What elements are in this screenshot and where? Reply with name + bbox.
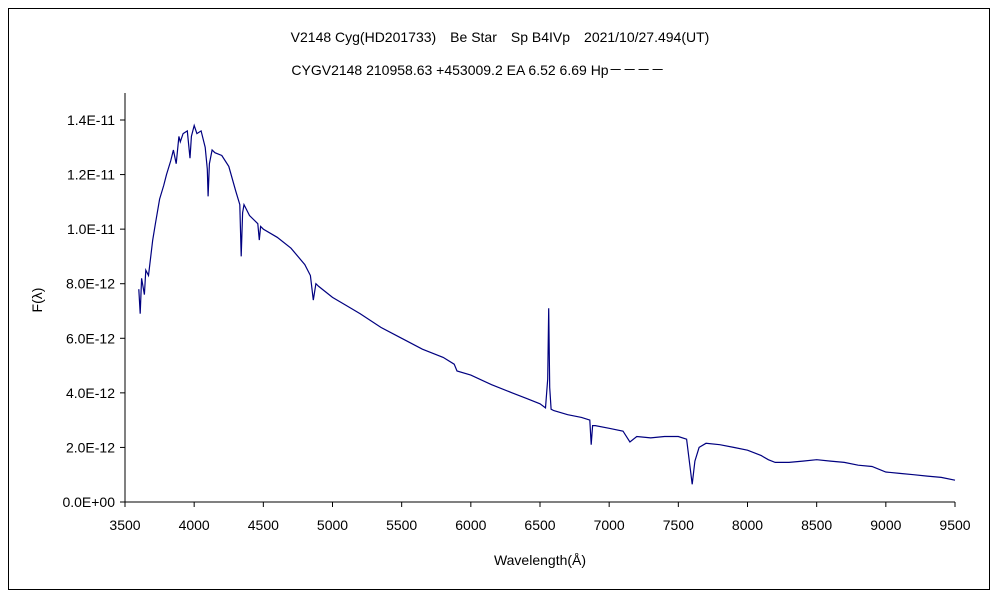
x-tick-label: 3500 [109, 517, 140, 533]
y-tick-label: 6.0E-12 [66, 330, 115, 346]
chart-subtitle: CYGV2148 210958.63 +453009.2 EA 6.52 6.6… [291, 62, 664, 78]
chart-title: V2148 Cyg(HD201733) Be Star Sp B4IVp 202… [291, 29, 710, 45]
y-tick-label: 2.0E-12 [66, 439, 115, 455]
x-tick-label: 4000 [179, 517, 210, 533]
x-tick-label: 8000 [732, 517, 763, 533]
y-tick-label: 4.0E-12 [66, 385, 115, 401]
y-tick-label: 8.0E-12 [66, 276, 115, 292]
y-tick-label: 1.2E-11 [67, 167, 115, 183]
chart-frame [8, 8, 990, 590]
y-axis-label: F(λ) [29, 288, 45, 313]
x-tick-label: 6000 [455, 517, 486, 533]
x-tick-label: 5500 [386, 517, 417, 533]
x-tick-label: 6500 [524, 517, 555, 533]
y-tick-label: 1.4E-11 [67, 112, 115, 128]
x-axis-label: Wavelength(Å) [494, 552, 586, 568]
y-tick-label: 1.0E-11 [67, 221, 115, 237]
x-tick-label: 4500 [248, 517, 279, 533]
x-tick-label: 9000 [870, 517, 901, 533]
y-tick-label: 0.0E+00 [62, 494, 115, 510]
x-tick-label: 7000 [594, 517, 625, 533]
spectrum-line [138, 123, 956, 485]
x-tick-label: 9500 [939, 517, 970, 533]
x-tick-label: 8500 [801, 517, 832, 533]
x-tick-label: 5000 [317, 517, 348, 533]
x-tick-label: 7500 [663, 517, 694, 533]
